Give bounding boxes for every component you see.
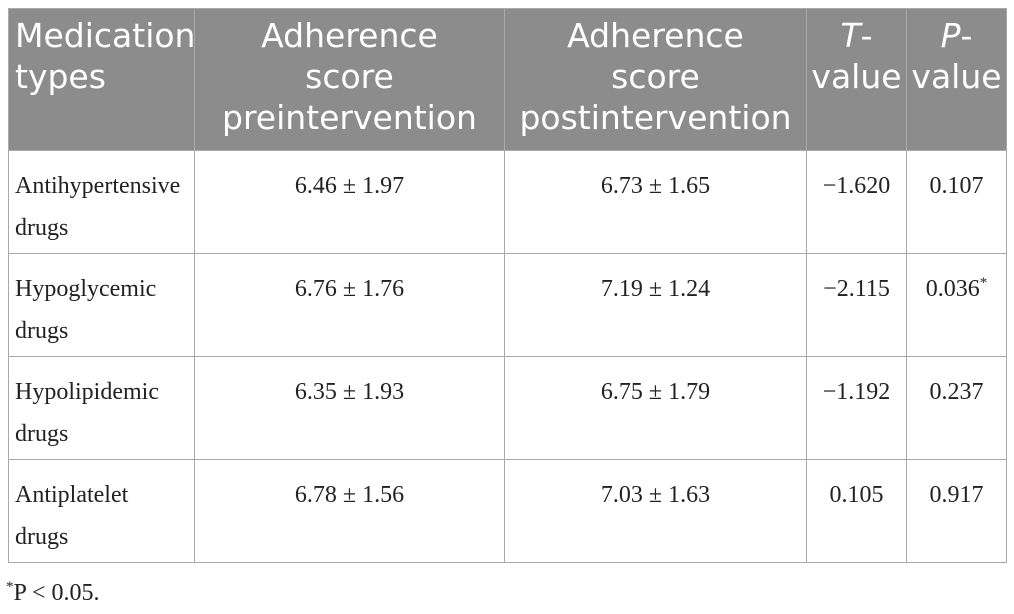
medication-type-line2: drugs	[15, 524, 69, 550]
cell-pre-score: 6.76 ± 1.76	[194, 253, 505, 357]
medication-type-line2: drugs	[15, 318, 69, 344]
header-adherence-pre-line2: score	[305, 57, 394, 96]
header-adherence-pre-line1: Adherence	[261, 16, 438, 55]
cell-post-score: 7.03 ± 1.63	[504, 459, 807, 563]
header-adherence-post-line1: Adherence	[567, 16, 744, 55]
p-value-number: 0.036	[925, 276, 980, 302]
table-row: Antihypertensive drugs 6.46 ± 1.97 6.73 ±…	[8, 150, 1007, 254]
results-table-container: Medication types Adherence score preinte…	[8, 8, 1007, 563]
p-value-number: 0.237	[929, 379, 984, 405]
cell-p-value: 0.917	[906, 459, 1007, 563]
p-value-number: 0.107	[929, 173, 984, 199]
p-value-number: 0.917	[929, 482, 984, 508]
medication-type-line1: Antihypertensive	[15, 173, 181, 199]
cell-post-score: 7.19 ± 1.24	[504, 253, 807, 357]
adherence-results-table: Medication types Adherence score preinte…	[8, 8, 1007, 563]
cell-p-value: 0.107	[906, 150, 1007, 254]
cell-medication-type: Hypoglycemic drugs	[8, 253, 195, 357]
table-header: Medication types Adherence score preinte…	[8, 8, 1007, 151]
cell-t-value: −1.620	[806, 150, 907, 254]
cell-pre-score: 6.35 ± 1.93	[194, 356, 505, 460]
table-body: Antihypertensive drugs 6.46 ± 1.97 6.73 ±…	[8, 150, 1007, 563]
header-t-value-line2: value	[811, 57, 902, 96]
medication-type-line1: Hypolipidemic	[15, 379, 159, 405]
cell-t-value: −2.115	[806, 253, 907, 357]
cell-pre-score: 6.78 ± 1.56	[194, 459, 505, 563]
table-row: Hypolipidemic drugs 6.35 ± 1.93 6.75 ± 1.…	[8, 356, 1007, 460]
cell-post-score: 6.75 ± 1.79	[504, 356, 807, 460]
medication-type-line1: Antiplatelet	[15, 482, 129, 508]
footnote-text: P < 0.05.	[13, 580, 100, 606]
cell-p-value: 0.036*	[906, 253, 1007, 357]
significance-mark: *	[979, 275, 988, 291]
table-row: Hypoglycemic drugs 6.76 ± 1.76 7.19 ± 1.2…	[8, 253, 1007, 357]
cell-post-score: 6.73 ± 1.65	[504, 150, 807, 254]
cell-medication-type: Antiplatelet drugs	[8, 459, 195, 563]
header-row: Medication types Adherence score preinte…	[8, 8, 1007, 151]
header-medication-types-line1: Medication	[15, 16, 196, 55]
cell-t-value: 0.105	[806, 459, 907, 563]
table-footnote: *P < 0.05.	[6, 580, 100, 607]
header-t-value: T- value	[806, 8, 907, 151]
medication-type-line2: drugs	[15, 215, 69, 241]
table-row: Antiplatelet drugs 6.78 ± 1.56 7.03 ± 1.6…	[8, 459, 1007, 563]
header-adherence-post-line2: score	[611, 57, 700, 96]
header-adherence-post-line3: postintervention	[519, 98, 792, 137]
cell-p-value: 0.237	[906, 356, 1007, 460]
header-p-value-italic: P	[940, 16, 961, 55]
medication-type-line2: drugs	[15, 421, 69, 447]
cell-medication-type: Hypolipidemic drugs	[8, 356, 195, 460]
header-adherence-pre-line3: preintervention	[222, 98, 477, 137]
header-p-value: P- value	[906, 8, 1007, 151]
header-p-value-line2: value	[911, 57, 1002, 96]
cell-t-value: −1.192	[806, 356, 907, 460]
footnote-mark: *	[6, 579, 14, 595]
header-medication-types-line2: types	[15, 57, 106, 96]
medication-type-line1: Hypoglycemic	[15, 276, 157, 302]
header-medication-types: Medication types	[8, 8, 196, 151]
header-t-value-italic: T	[840, 16, 861, 55]
header-t-value-dash: -	[860, 16, 873, 55]
cell-pre-score: 6.46 ± 1.97	[194, 150, 505, 254]
cell-medication-type: Antihypertensive drugs	[8, 150, 195, 254]
header-p-value-dash: -	[960, 16, 973, 55]
header-adherence-post: Adherence score postintervention	[504, 8, 807, 151]
header-adherence-pre: Adherence score preintervention	[194, 8, 505, 151]
